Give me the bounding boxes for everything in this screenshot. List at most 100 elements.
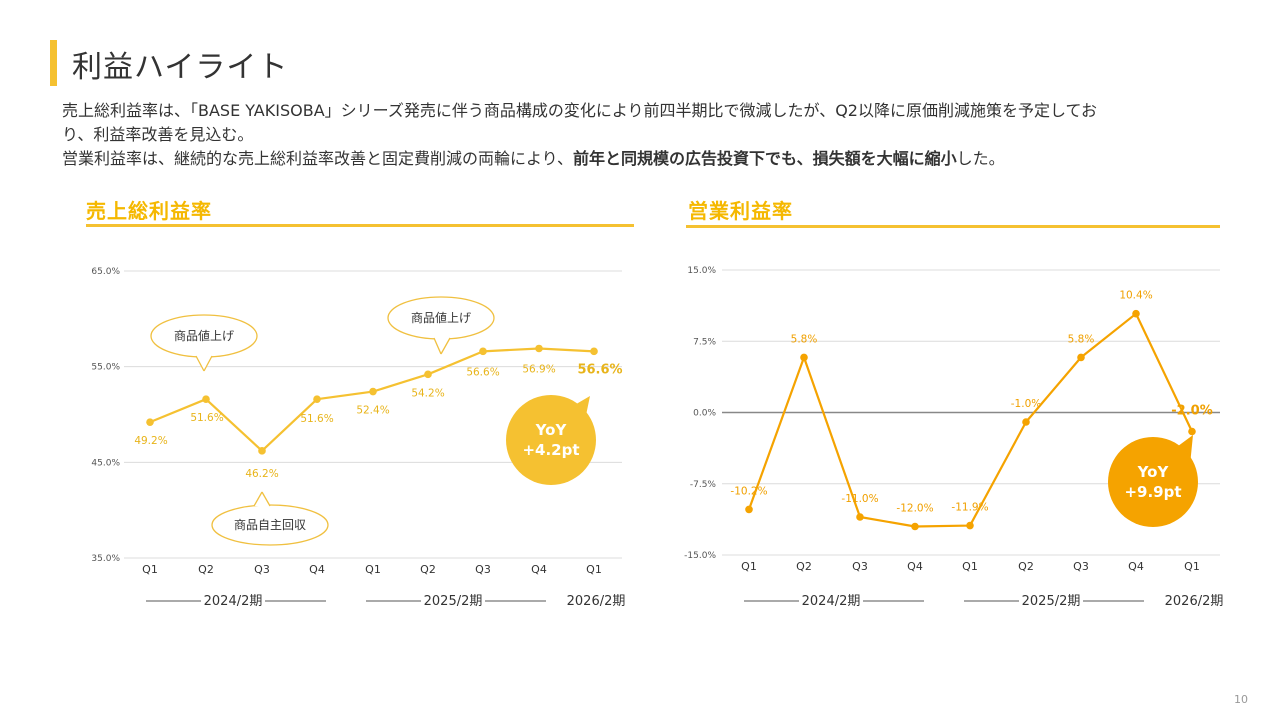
operating-data-label: -12.0% bbox=[896, 503, 933, 515]
gross-margin-title: 売上総利益率 bbox=[86, 199, 212, 223]
operating-data-label: -11.9% bbox=[951, 502, 988, 514]
operating-x-tick-label: Q4 bbox=[1128, 560, 1144, 573]
operating-data-point bbox=[911, 522, 919, 531]
gross-x-tick-label: Q3 bbox=[475, 563, 491, 576]
gross-x-tick-label: Q1 bbox=[142, 563, 158, 576]
gross-x-tick-label: Q1 bbox=[365, 563, 381, 576]
callout-product-recall-text: 商品自主回収 bbox=[234, 517, 306, 532]
operating-data-point bbox=[966, 521, 974, 530]
gross-data-point bbox=[313, 395, 321, 403]
operating-yoy-badge bbox=[1108, 437, 1198, 527]
operating-data-label: -2.0% bbox=[1171, 404, 1212, 419]
gross-period-label: 2026/2期 bbox=[567, 594, 626, 609]
page-number: 10 bbox=[1234, 693, 1248, 706]
operating-data-label: 10.4% bbox=[1119, 290, 1152, 302]
gross-y-tick-label: 55.0% bbox=[91, 363, 120, 373]
operating-yoy-badge-line2: +9.9pt bbox=[1124, 483, 1181, 501]
callout-price-increase-2-tail-edge bbox=[433, 337, 442, 355]
gross-data-label: 51.6% bbox=[300, 413, 333, 425]
gross-yoy-badge-line2: +4.2pt bbox=[522, 441, 579, 459]
operating-y-tick-label: 15.0% bbox=[687, 266, 716, 276]
callout-product-recall-tail-edge bbox=[261, 491, 271, 507]
operating-data-point bbox=[856, 513, 864, 521]
gross-data-point bbox=[535, 344, 543, 353]
gross-data-point bbox=[369, 387, 377, 396]
title-accent-bar bbox=[50, 40, 57, 86]
callout-price-increase-2-tail-edge bbox=[440, 337, 451, 355]
operating-data-point bbox=[745, 505, 753, 514]
gross-x-tick-label: Q4 bbox=[531, 563, 547, 576]
callout-product-recall-tail-edge bbox=[253, 491, 263, 507]
operating-data-label: 5.8% bbox=[791, 333, 818, 345]
operating-yoy-badge-line1: YoY bbox=[1137, 463, 1170, 481]
gross-data-label: 46.2% bbox=[245, 468, 278, 480]
operating-x-tick-label: Q3 bbox=[1073, 560, 1089, 573]
gross-margin-title-rule bbox=[86, 224, 634, 227]
gross-x-tick-label: Q3 bbox=[254, 563, 270, 576]
operating-margin-title-rule bbox=[686, 225, 1220, 228]
callout-price-increase-1-tail-edge bbox=[195, 355, 205, 372]
gross-data-label: 56.6% bbox=[577, 362, 622, 377]
description-line-3c: した。 bbox=[956, 149, 1005, 168]
callout-price-increase-1-tail-edge bbox=[203, 355, 213, 372]
operating-x-tick-label: Q2 bbox=[796, 560, 812, 573]
gross-data-label: 56.6% bbox=[466, 366, 499, 378]
operating-x-tick-label: Q1 bbox=[741, 560, 757, 573]
gross-data-label: 49.2% bbox=[134, 435, 167, 447]
callout-product-recall-tail-fill bbox=[254, 492, 270, 506]
operating-period-label: 2025/2期 bbox=[1022, 594, 1081, 609]
gross-y-tick-label: 45.0% bbox=[91, 458, 120, 468]
gross-data-point bbox=[202, 395, 210, 403]
operating-data-point bbox=[1022, 418, 1030, 426]
gross-data-point bbox=[590, 347, 598, 356]
gross-yoy-badge bbox=[506, 395, 596, 485]
operating-period-label: 2024/2期 bbox=[802, 594, 861, 609]
operating-x-tick-label: Q2 bbox=[1018, 560, 1034, 573]
operating-data-label: -10.2% bbox=[730, 485, 767, 497]
operating-x-tick-label: Q4 bbox=[907, 560, 923, 573]
gross-data-label: 51.6% bbox=[190, 412, 223, 424]
page-title: 利益ハイライト bbox=[72, 50, 289, 85]
gross-y-tick-label: 35.0% bbox=[91, 554, 120, 564]
gross-data-point bbox=[424, 370, 432, 379]
operating-data-point bbox=[1132, 309, 1140, 318]
operating-margin-title: 営業利益率 bbox=[688, 199, 793, 223]
description: 売上総利益率は、「BASE YAKISOBA」シリーズ発売に伴う商品構成の変化に… bbox=[62, 99, 1222, 171]
callout-price-increase-1-tail-fill bbox=[196, 356, 212, 371]
gross-x-tick-label: Q2 bbox=[420, 563, 436, 576]
gross-x-tick-label: Q2 bbox=[198, 563, 214, 576]
operating-data-point bbox=[800, 353, 808, 362]
description-line-3: 営業利益率は、継続的な売上総利益率改善と固定費削減の両輪により、前年と同規模の広… bbox=[62, 147, 1222, 171]
description-line-3a: 営業利益率は、継続的な売上総利益率改善と固定費削減の両輪により、 bbox=[62, 149, 574, 168]
gross-period-label: 2024/2期 bbox=[204, 594, 263, 609]
description-line-1: 売上総利益率は、「BASE YAKISOBA」シリーズ発売に伴う商品構成の変化に… bbox=[62, 101, 1098, 120]
operating-y-tick-label: -15.0% bbox=[684, 551, 716, 561]
gross-data-point bbox=[479, 347, 487, 356]
gross-yoy-badge-line1: YoY bbox=[535, 421, 568, 439]
gross-data-point bbox=[258, 447, 266, 455]
operating-data-label: 5.8% bbox=[1068, 333, 1095, 345]
gross-data-point bbox=[146, 418, 154, 426]
operating-data-label: -1.0% bbox=[1011, 398, 1041, 410]
operating-y-tick-label: 7.5% bbox=[693, 337, 716, 347]
operating-x-tick-label: Q1 bbox=[962, 560, 978, 573]
operating-data-label: -11.0% bbox=[841, 493, 878, 505]
operating-x-tick-label: Q3 bbox=[852, 560, 868, 573]
operating-x-tick-label: Q1 bbox=[1184, 560, 1200, 573]
gross-x-tick-label: Q4 bbox=[309, 563, 325, 576]
gross-x-tick-label: Q1 bbox=[586, 563, 602, 576]
operating-data-point bbox=[1188, 427, 1196, 436]
gross-data-label: 52.4% bbox=[356, 405, 389, 417]
operating-period-label: 2026/2期 bbox=[1165, 594, 1224, 609]
gross-period-label: 2025/2期 bbox=[424, 594, 483, 609]
description-line-3-bold: 前年と同規模の広告投資下でも、損失額を大幅に縮小 bbox=[573, 149, 957, 168]
operating-data-point bbox=[1077, 353, 1085, 362]
gross-y-tick-label: 65.0% bbox=[91, 267, 120, 277]
gross-data-label: 56.9% bbox=[522, 363, 555, 375]
description-line-2: り、利益率改善を見込む。 bbox=[62, 125, 254, 144]
callout-price-increase-2-text: 商品値上げ bbox=[411, 310, 471, 325]
gross-data-label: 54.2% bbox=[411, 387, 444, 399]
callout-price-increase-2-tail-fill bbox=[434, 338, 450, 354]
operating-y-tick-label: -7.5% bbox=[690, 480, 717, 490]
